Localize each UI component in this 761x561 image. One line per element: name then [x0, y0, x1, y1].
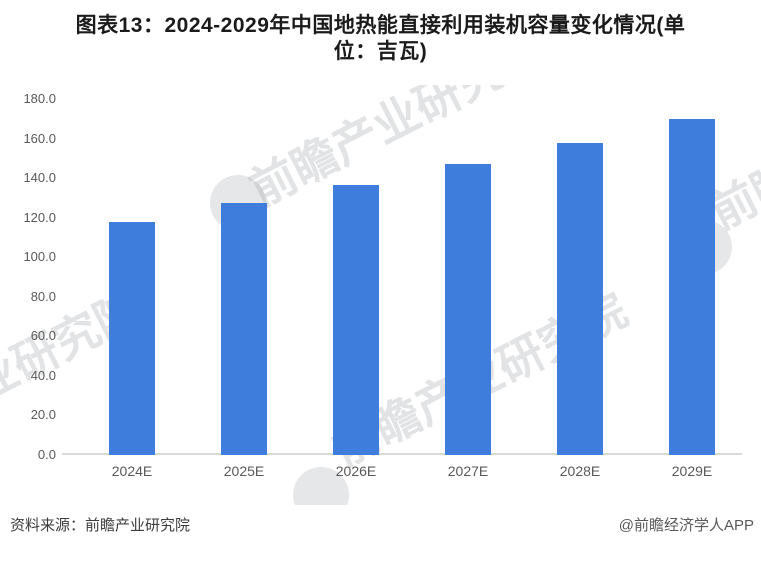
chart-title-line1: 图表13：2024-2029年中国地热能直接利用装机容量变化情况(单: [75, 14, 686, 37]
x-axis-label: 2027E: [447, 463, 489, 479]
y-axis-tick-label: 80.0: [30, 288, 56, 304]
bar-series: [76, 99, 748, 455]
y-axis-tick-label: 180.0: [23, 91, 56, 106]
y-axis-tick-label: 100.0: [23, 249, 56, 265]
bar-chart: 前瞻产业研究院 前瞻产业研究院 前瞻产业研究院 前瞻产业研究院 180.0 16…: [0, 85, 761, 505]
credit-text: @前瞻经济学人APP: [618, 517, 754, 534]
bar-2025e: [221, 202, 267, 455]
x-axis-label: 2024E: [111, 463, 153, 479]
x-axis-label: 2029E: [671, 463, 713, 479]
y-axis-tick-label: 120.0: [23, 209, 56, 225]
y-axis-tick-label: 140.0: [23, 170, 56, 186]
bar-2029e: [669, 118, 715, 455]
bar-2027e: [445, 164, 491, 455]
y-axis-tick-label: 20.0: [30, 407, 56, 423]
plot-area: [62, 99, 742, 455]
y-axis-tick-label: 0.0: [37, 446, 56, 462]
y-axis: 180.0 160.0 140.0 120.0 100.0 80.0 60.0 …: [8, 91, 56, 463]
chart-title-line2: 位：吉瓦): [333, 40, 428, 63]
chart-title: 图表13：2024-2029年中国地热能直接利用装机容量变化情况(单 位：吉瓦): [0, 13, 761, 65]
x-axis-label: 2026E: [335, 463, 377, 479]
y-axis-tick-label: 60.0: [30, 328, 56, 344]
source-text: 资料来源：前瞻产业研究院: [10, 517, 191, 534]
x-axis: 2024E 2025E 2026E 2027E 2028E 2029E: [76, 463, 748, 479]
y-axis-tick-label: 40.0: [30, 367, 56, 383]
bar-2028e: [557, 142, 603, 455]
x-axis-label: 2028E: [559, 463, 601, 479]
bar-2026e: [333, 185, 379, 455]
bar-2024e: [109, 221, 155, 455]
y-axis-tick-label: 160.0: [23, 130, 56, 146]
x-axis-label: 2025E: [223, 463, 265, 479]
